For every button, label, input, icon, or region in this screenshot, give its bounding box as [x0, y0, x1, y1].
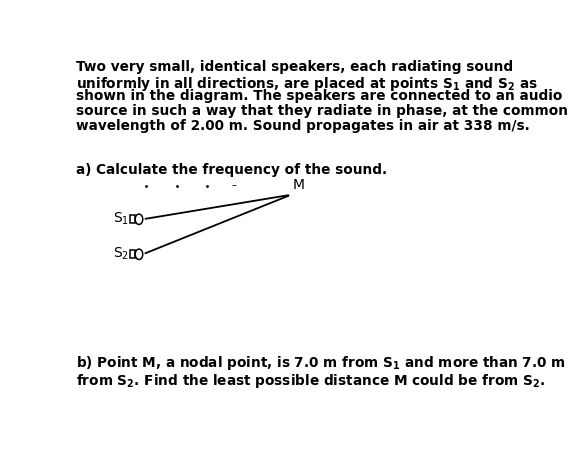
- Text: $\mathregular{S_1}$: $\mathregular{S_1}$: [113, 211, 129, 228]
- Text: uniformly in all directions, are placed at points $\mathregular{S_1}$ and $\math: uniformly in all directions, are placed …: [76, 75, 538, 92]
- Text: from $\mathregular{S_2}$. Find the least possible distance M could be from $\mat: from $\mathregular{S_2}$. Find the least…: [76, 372, 545, 389]
- Text: $\mathregular{S_2}$: $\mathregular{S_2}$: [113, 246, 129, 263]
- Ellipse shape: [135, 249, 143, 259]
- Bar: [130, 215, 135, 223]
- Ellipse shape: [135, 214, 143, 224]
- Text: b) Point M, a nodal point, is 7.0 m from $\mathregular{S_1}$ and more than 7.0 m: b) Point M, a nodal point, is 7.0 m from…: [76, 354, 566, 372]
- Bar: [130, 250, 135, 258]
- Text: Two very small, identical speakers, each radiating sound: Two very small, identical speakers, each…: [76, 60, 513, 74]
- Text: a) Calculate the frequency of the sound.: a) Calculate the frequency of the sound.: [76, 163, 387, 177]
- Text: wavelength of 2.00 m. Sound propagates in air at 338 m/s.: wavelength of 2.00 m. Sound propagates i…: [76, 119, 530, 133]
- Text: –: –: [231, 180, 236, 190]
- Text: shown in the diagram. The speakers are connected to an audio: shown in the diagram. The speakers are c…: [76, 89, 563, 103]
- Text: source in such a way that they radiate in phase, at the common: source in such a way that they radiate i…: [76, 104, 568, 118]
- Text: M: M: [293, 178, 305, 192]
